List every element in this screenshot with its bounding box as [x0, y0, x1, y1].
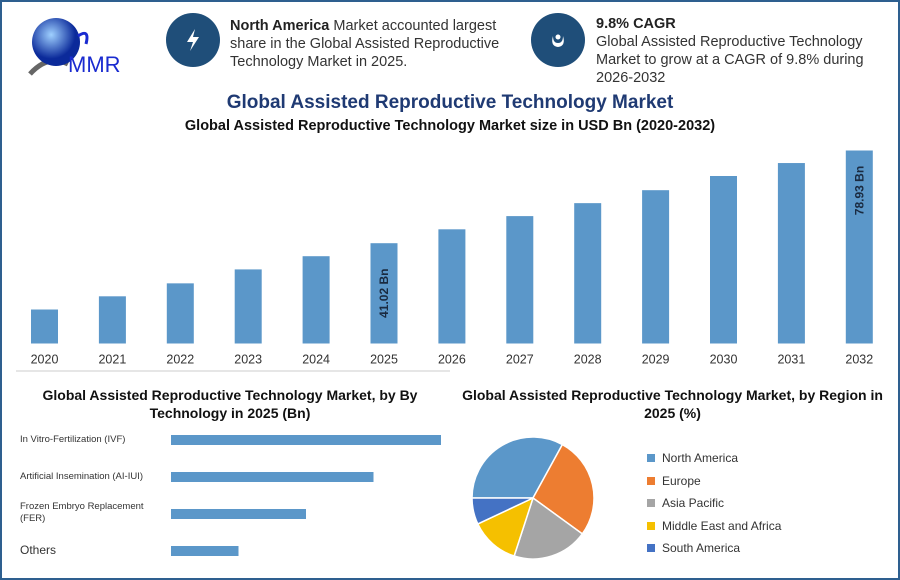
pie-slice-asia-pacific [513, 496, 584, 560]
bar-2032 [845, 150, 873, 344]
data-label: 78.93 Bn [852, 166, 866, 215]
tech-category-label: Frozen Embryo Replacement (FER) [20, 501, 144, 524]
bar-2022 [166, 283, 194, 344]
legend-item: South America [647, 537, 781, 560]
tech-bar [171, 509, 306, 519]
region-chart-title: Global Assisted Reproductive Technology … [462, 387, 883, 421]
legend-label: South America [662, 541, 741, 556]
bar-2021 [98, 296, 126, 344]
x-tick-label: 2029 [642, 353, 670, 367]
pie-slice-north-america [471, 436, 564, 499]
x-tick-label: 2030 [710, 353, 738, 367]
x-tick-label: 2031 [777, 353, 805, 367]
legend-label: North America [662, 451, 739, 466]
x-tick-label: 2022 [166, 353, 194, 367]
legend-item: North America [647, 447, 781, 470]
legend-item: Middle East and Africa [647, 515, 781, 538]
pie-slice-south-america [471, 497, 534, 525]
page-title: Global Assisted Reproductive Technology … [226, 92, 674, 113]
info-cagr: 9.8% CAGR Global Assisted Reproductive T… [596, 15, 866, 87]
legend-item: Asia Pacific [647, 492, 781, 515]
bar-2028 [574, 203, 602, 344]
tech-bar [171, 435, 441, 445]
pie-legend: North America Europe Asia Pacific Middle Ea… [647, 447, 781, 560]
legend-swatch [647, 544, 655, 553]
bar-2027 [506, 216, 534, 344]
bar-2025 [370, 243, 398, 344]
bar-chart-title: Global Assisted Reproductive Technology … [184, 118, 716, 134]
bar-2029 [642, 190, 670, 344]
bar-2031 [777, 163, 805, 344]
pie-slice-europe [532, 443, 595, 535]
bar-2020 [31, 309, 58, 344]
info-north-america: North America Market accounted largest s… [230, 17, 510, 71]
technology-bar-chart [171, 435, 441, 556]
info1-text: Market accounted largest share in the Gl… [230, 18, 500, 70]
tech-bar [171, 546, 239, 556]
lightning-icon [166, 13, 220, 67]
mmr-logo: MMR [28, 18, 121, 77]
x-tick-label: 2026 [438, 353, 466, 367]
x-tick-label: 2028 [574, 353, 602, 367]
x-tick-label: 2023 [234, 353, 262, 367]
x-tick-label: 2032 [845, 353, 873, 367]
info2-text: Global Assisted Reproductive Technology … [596, 34, 864, 86]
tech-category-label: Others [20, 543, 57, 557]
legend-item: Europe [647, 470, 781, 493]
tech-bar [171, 472, 374, 482]
x-tick-label: 2020 [31, 353, 59, 367]
x-tick-label: 2027 [506, 353, 534, 367]
legend-swatch [647, 521, 655, 530]
legend-label: Asia Pacific [662, 496, 725, 511]
legend-swatch [647, 499, 655, 508]
technology-chart-title: Global Assisted Reproductive Technology … [42, 387, 418, 421]
bar-2026 [438, 229, 466, 344]
bar-2030 [710, 176, 737, 344]
region-pie-chart [471, 436, 595, 560]
data-label: 41.02 Bn [377, 269, 391, 318]
legend-label: Middle East and Africa [662, 518, 782, 533]
legend-label: Europe [662, 473, 701, 488]
x-tick-label: 2021 [98, 353, 126, 367]
bar-2024 [302, 256, 330, 344]
legend-swatch [647, 476, 655, 485]
info1-bold: North America [230, 18, 330, 34]
growth-icon [531, 13, 585, 67]
x-tick-label: 2024 [302, 353, 330, 367]
info2-bold: 9.8% CAGR [596, 16, 676, 32]
x-tick-label: 2025 [370, 353, 398, 367]
tech-category-label: Artificial Insemination (AI-IUI) [20, 471, 144, 482]
tech-category-label: In Vitro-Fertilization (IVF) [20, 434, 126, 445]
legend-swatch [647, 454, 655, 463]
bar-2023 [234, 269, 262, 344]
logo-text: MMR [68, 52, 121, 77]
market-size-bar-chart: 2020 2021 2022 2023 2024 2025 41.02 Bn 2026 2027… [16, 150, 873, 372]
